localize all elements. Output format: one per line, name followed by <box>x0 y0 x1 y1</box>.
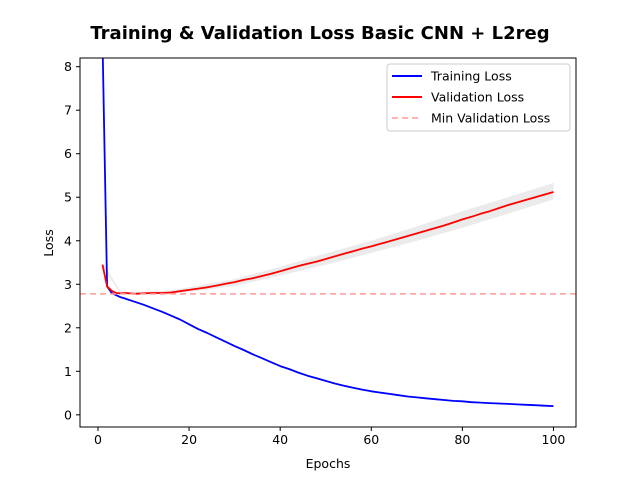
x-tick-label: 100 <box>542 432 566 447</box>
y-tick-label: 0 <box>64 407 72 422</box>
x-tick-label: 80 <box>454 432 470 447</box>
chart-title: Training & Validation Loss Basic CNN + L… <box>90 23 549 44</box>
legend-label-validation: Validation Loss <box>431 90 524 105</box>
x-axis-ticks: 0 20 40 60 80 100 <box>94 427 565 447</box>
legend-label-training: Training Loss <box>430 69 512 84</box>
x-axis-label: Epochs <box>306 456 351 471</box>
x-tick-label: 0 <box>94 432 102 447</box>
x-tick-label: 60 <box>363 432 379 447</box>
y-tick-label: 3 <box>64 277 72 292</box>
y-tick-label: 4 <box>64 233 72 248</box>
series-layer <box>80 58 576 407</box>
y-tick-label: 1 <box>64 364 72 379</box>
y-tick-label: 5 <box>64 190 72 205</box>
y-tick-label: 8 <box>64 59 72 74</box>
y-axis-label: Loss <box>41 229 56 256</box>
y-tick-label: 2 <box>64 320 72 335</box>
legend-label-min-validation: Min Validation Loss <box>431 111 550 126</box>
legend: Training Loss Validation Loss Min Valida… <box>386 63 571 132</box>
x-tick-label: 20 <box>181 432 197 447</box>
legend-box <box>386 63 571 132</box>
y-axis-ticks: 0 1 2 3 4 5 6 7 8 <box>64 59 80 422</box>
y-tick-label: 6 <box>64 146 72 161</box>
validation-loss-line <box>101 191 554 295</box>
plot-frame <box>79 57 577 428</box>
x-tick-label: 40 <box>272 432 288 447</box>
training-loss-line <box>101 58 554 407</box>
y-tick-label: 7 <box>64 103 72 118</box>
